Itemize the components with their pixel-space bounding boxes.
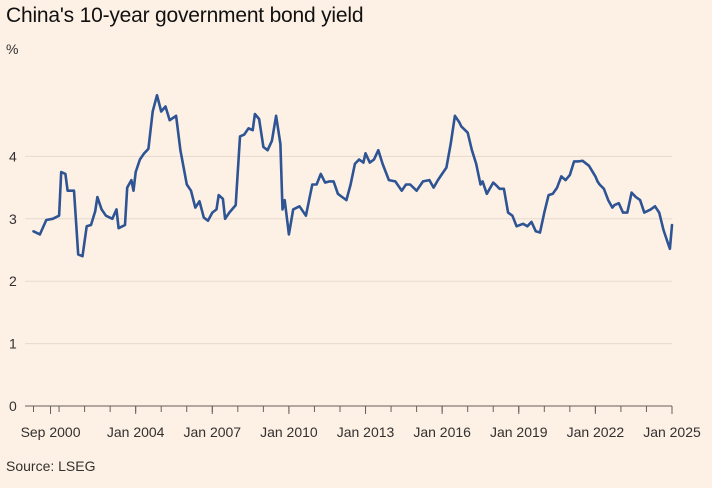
y-tick-label: 0: [9, 398, 17, 414]
x-tick-label: Jan 2007: [183, 424, 241, 440]
chart-title: China's 10-year government bond yield: [6, 4, 364, 27]
y-tick-label: 4: [9, 148, 17, 164]
y-tick-label: 3: [9, 211, 17, 227]
series-line-0: [32, 93, 674, 258]
x-tick-label: Jan 2022: [567, 424, 625, 440]
gridlines: [25, 155, 672, 345]
y-tick-label: 2: [9, 273, 17, 289]
series-layer: [32, 93, 674, 258]
x-tick-label: Jan 2016: [413, 424, 471, 440]
x-tick-label: Jan 2010: [260, 424, 318, 440]
x-axis-ticks: Sep 2000 Jan 2004 Jan 2007 Jan 2010 Jan 2013…: [21, 406, 701, 440]
x-tick-label: Sep 2000: [21, 424, 81, 440]
y-axis-unit-label: %: [6, 41, 19, 57]
y-tick-label: 1: [9, 336, 17, 352]
x-tick-label: Jan 2004: [107, 424, 165, 440]
x-tick-label: Jan 2013: [337, 424, 395, 440]
x-tick-label: Jan 2019: [490, 424, 548, 440]
x-tick-label: Jan 2025: [643, 424, 701, 440]
y-axis-ticks: 0 1 2 3 4: [9, 148, 17, 414]
x-axis: [25, 405, 673, 412]
source-note: Source: LSEG: [6, 458, 96, 474]
